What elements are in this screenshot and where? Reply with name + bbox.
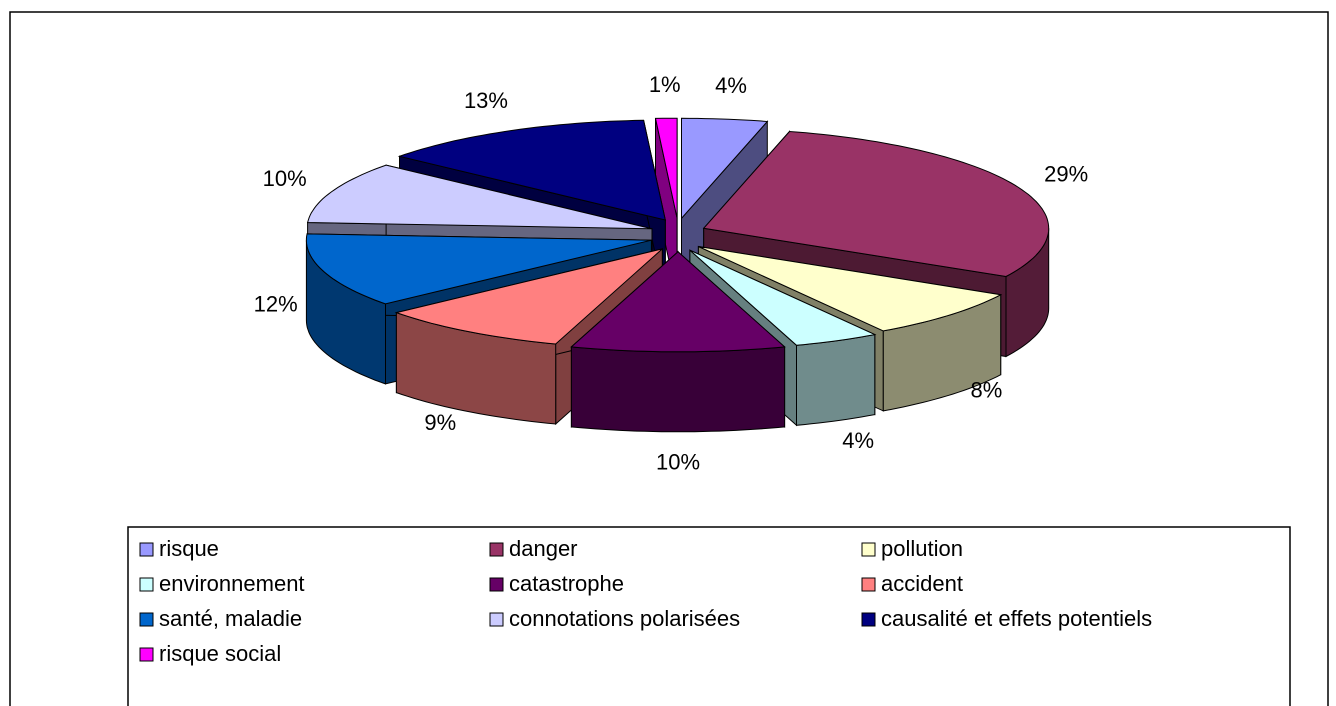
slice bbox=[305, 233, 652, 305]
data-label: 4% bbox=[715, 73, 747, 98]
legend-swatch bbox=[861, 612, 876, 627]
slice bbox=[698, 246, 1003, 332]
slice bbox=[306, 164, 653, 230]
legend-label: accident bbox=[881, 571, 963, 596]
legend-label: pollution bbox=[881, 536, 963, 561]
legend-label: risque bbox=[159, 536, 219, 561]
data-label: 29% bbox=[1044, 162, 1088, 187]
data-label: 8% bbox=[970, 377, 1002, 402]
legend-swatch bbox=[489, 577, 504, 592]
legend-swatch bbox=[489, 542, 504, 557]
legend-label: causalité et effets potentiels bbox=[881, 606, 1152, 631]
legend-swatch bbox=[139, 647, 154, 662]
legend-swatch bbox=[139, 612, 154, 627]
slice bbox=[570, 251, 786, 353]
slice bbox=[689, 249, 877, 346]
data-label: 13% bbox=[464, 88, 508, 113]
legend-label: danger bbox=[509, 536, 578, 561]
legend-swatch bbox=[489, 612, 504, 627]
slice bbox=[654, 117, 678, 219]
slice bbox=[681, 117, 769, 220]
legend-swatch bbox=[139, 542, 154, 557]
legend-swatch bbox=[139, 577, 154, 592]
legend-label: catastrophe bbox=[509, 571, 624, 596]
data-label: 9% bbox=[424, 410, 456, 435]
legend-label: connotations polarisées bbox=[509, 606, 740, 631]
legend-swatch bbox=[861, 577, 876, 592]
data-label: 12% bbox=[254, 292, 298, 317]
slice bbox=[394, 248, 663, 345]
legend-swatch bbox=[861, 542, 876, 557]
slice-wall bbox=[570, 346, 786, 433]
data-label: 10% bbox=[263, 166, 307, 191]
legend-label: santé, maladie bbox=[159, 606, 302, 631]
slice-wall bbox=[796, 334, 876, 426]
legend-label: risque social bbox=[159, 641, 281, 666]
data-label: 10% bbox=[656, 450, 700, 475]
slice bbox=[702, 130, 1050, 278]
data-label: 1% bbox=[649, 72, 681, 97]
legend-box bbox=[127, 526, 1291, 706]
data-label: 4% bbox=[842, 428, 874, 453]
legend-label: environnement bbox=[159, 571, 305, 596]
slice bbox=[397, 119, 666, 221]
